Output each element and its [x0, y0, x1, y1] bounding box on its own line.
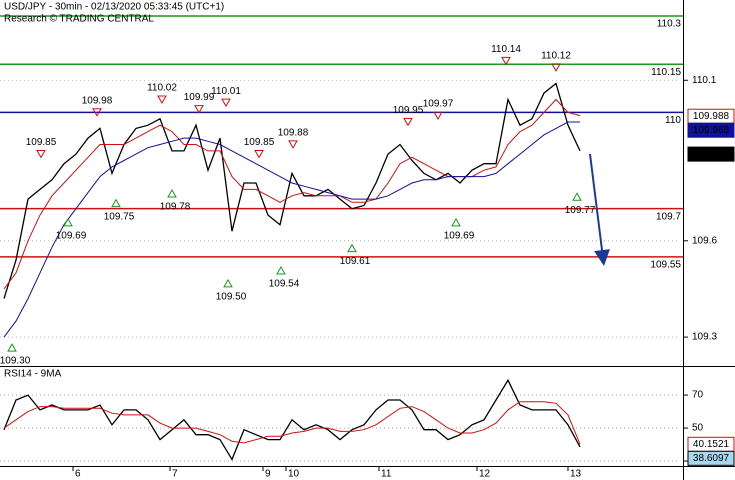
rsi-title: RSI14 - 9MA [4, 369, 62, 380]
low-label: 109.78 [160, 202, 191, 213]
low-marker [167, 188, 177, 198]
last-value-label: 40.1521 [693, 439, 730, 450]
chart-title: USD/JPY - 30min - 02/13/2020 05:33:45 (U… [4, 2, 224, 13]
series-line [3, 401, 581, 445]
series-line [3, 82, 581, 299]
low-label: 109.30 [0, 356, 31, 367]
x-tick-label: 13 [570, 469, 582, 480]
x-tick-label: 6 [75, 469, 81, 480]
high-marker [194, 105, 204, 114]
series-line [3, 378, 581, 461]
chart-subtitle: Research © TRADING CENTRAL [4, 14, 154, 25]
low-label: 109.75 [104, 211, 135, 222]
high-label: 109.85 [26, 137, 57, 148]
high-marker [433, 111, 443, 121]
low-label: 109.77 [565, 205, 596, 216]
high-marker [221, 98, 231, 108]
low-label: 109.69 [56, 231, 87, 242]
level-label: 110 [665, 115, 681, 126]
axes: 109.3109.6110.1109.988109.968109.8730507… [72, 75, 735, 480]
low-marker [347, 243, 357, 253]
last-value-label: 109.968 [693, 125, 730, 136]
high-label: 110.01 [211, 86, 241, 97]
high-marker [551, 63, 561, 72]
high-label: 109.98 [82, 95, 113, 106]
low-marker [111, 198, 121, 208]
high-marker [36, 150, 46, 159]
low-marker [223, 278, 233, 288]
last-value-label: 109.988 [693, 111, 730, 122]
low-marker [451, 217, 461, 227]
x-tick-label: 12 [479, 469, 491, 480]
x-tick-label: 10 [288, 469, 300, 480]
high-label: 109.88 [278, 128, 309, 139]
level-label: 110.15 [651, 67, 681, 78]
high-marker [288, 140, 298, 149]
level-label: 109.7 [656, 211, 681, 222]
low-label: 109.50 [216, 292, 247, 303]
x-tick-label: 11 [381, 469, 392, 480]
level-label: 109.55 [650, 259, 681, 270]
y-tick-label: 110.1 [692, 75, 717, 86]
high-marker [254, 150, 264, 159]
high-marker [92, 108, 102, 117]
low-label: 109.54 [269, 279, 300, 290]
last-value-box [687, 122, 735, 138]
x-tick-label: 9 [265, 469, 271, 480]
high-label: 109.99 [184, 92, 215, 103]
y-tick-label: 70 [692, 390, 704, 401]
low-marker [7, 343, 17, 352]
last-value-box [687, 146, 735, 162]
high-label: 110.12 [541, 50, 571, 61]
last-value-label: 109.87 [696, 149, 727, 160]
y-tick-label: 109.6 [692, 235, 717, 246]
high-label: 110.14 [491, 44, 521, 55]
y-tick-label: 50 [692, 423, 704, 434]
series-line [3, 121, 580, 338]
projection-arrow [589, 153, 610, 266]
low-label: 109.69 [444, 231, 475, 242]
series-line [3, 98, 581, 290]
high-label: 110.02 [147, 83, 177, 94]
x-tick-label: 7 [172, 469, 178, 480]
low-label: 109.61 [340, 256, 371, 267]
high-marker [501, 56, 511, 66]
y-tick-label: 109.3 [692, 332, 717, 343]
high-label: 109.85 [244, 137, 275, 148]
high-marker [157, 95, 167, 104]
high-label: 109.95 [393, 105, 424, 116]
low-marker [63, 217, 73, 227]
high-label: 109.97 [423, 99, 454, 110]
low-marker [276, 266, 286, 275]
low-marker [572, 192, 582, 201]
level-label: 110.3 [657, 19, 682, 30]
last-value-label: 38.6097 [693, 453, 730, 464]
rsi-panel [0, 378, 680, 462]
last-value-box [687, 450, 735, 466]
price-panel: 110.3 110.15 110 109.7 109.55 109.85 109.98 110… [0, 15, 683, 367]
high-marker [403, 117, 413, 127]
